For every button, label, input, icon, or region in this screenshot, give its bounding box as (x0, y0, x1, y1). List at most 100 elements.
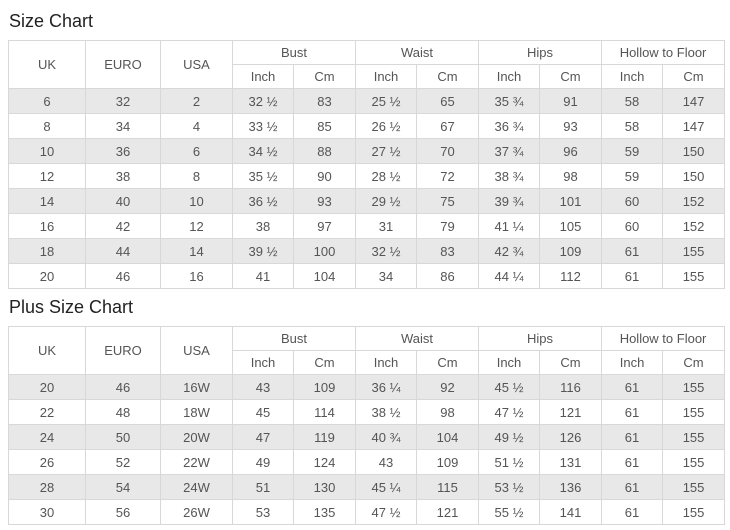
table-row: 16 42 12 38 97 31 79 41 ¼ 105 60 152 (8, 213, 726, 239)
cell: 26 ½ (355, 113, 418, 139)
table-row: 28 54 24W 51 130 45 ¼ 115 53 ½ 136 61 155 (8, 474, 726, 500)
table-row: 20 46 16 41 104 34 86 44 ¼ 112 61 155 (8, 263, 726, 289)
cell: 42 ¾ (478, 238, 541, 264)
cell: 124 (292, 449, 357, 475)
unit-header: Inch (355, 64, 418, 89)
cell: 26 (8, 449, 86, 475)
cell: 72 (416, 163, 480, 189)
unit-header: Cm (662, 350, 726, 375)
group-header: Waist (355, 326, 480, 351)
cell: 141 (539, 499, 603, 525)
cell: 100 (292, 238, 357, 264)
cell: 93 (292, 188, 357, 214)
cell: 152 (662, 213, 726, 239)
cell: 16 (160, 263, 233, 289)
cell: 155 (662, 424, 726, 450)
cell: 85 (292, 113, 357, 139)
cell: 45 ¼ (355, 474, 418, 500)
cell: 67 (416, 113, 480, 139)
cell: 32 ½ (355, 238, 418, 264)
cell: 70 (416, 138, 480, 164)
cell: 155 (662, 263, 726, 289)
cell: 155 (662, 399, 726, 425)
header-row-groups: UK EURO USA Bust Waist Hips Hollow to Floor (8, 40, 726, 89)
cell: 56 (85, 499, 161, 525)
cell: 88 (292, 138, 357, 164)
cell: 41 (232, 263, 294, 289)
cell: 150 (662, 163, 726, 189)
cell: 147 (662, 113, 726, 139)
cell: 53 ½ (478, 474, 541, 500)
group-header: Hips (478, 40, 603, 65)
cell: 61 (601, 499, 664, 525)
cell: 60 (601, 213, 664, 239)
cell: 119 (292, 424, 357, 450)
cell: 126 (539, 424, 603, 450)
cell: 61 (601, 424, 664, 450)
cell: 152 (662, 188, 726, 214)
cell: 46 (85, 263, 161, 289)
cell: 61 (601, 238, 664, 264)
unit-header: Cm (539, 64, 603, 89)
unit-header: Cm (416, 350, 480, 375)
cell: 12 (8, 163, 86, 189)
cell: 38 (232, 213, 294, 239)
cell: 51 ½ (478, 449, 541, 475)
cell: 50 (85, 424, 161, 450)
table-row: 14 40 10 36 ½ 93 29 ½ 75 39 ¾ 101 60 152 (8, 188, 726, 214)
cell: 37 ¾ (478, 138, 541, 164)
cell: 109 (539, 238, 603, 264)
unit-header: Cm (662, 64, 726, 89)
cell: 36 (85, 138, 161, 164)
cell: 34 ½ (232, 138, 294, 164)
unit-header: Inch (478, 350, 541, 375)
group-header: Hollow to Floor (601, 40, 726, 65)
cell: 98 (416, 399, 480, 425)
cell: 92 (416, 374, 480, 400)
cell: 31 (355, 213, 418, 239)
table-row: 22 48 18W 45 114 38 ½ 98 47 ½ 121 61 155 (8, 399, 726, 425)
cell: 36 ¼ (355, 374, 418, 400)
column-header: EURO (85, 326, 161, 375)
cell: 136 (539, 474, 603, 500)
table-row: 18 44 14 39 ½ 100 32 ½ 83 42 ¾ 109 61 155 (8, 238, 726, 264)
cell: 40 ¾ (355, 424, 418, 450)
column-header: UK (8, 40, 86, 89)
unit-header: Inch (478, 64, 541, 89)
cell: 155 (662, 374, 726, 400)
cell: 10 (8, 138, 86, 164)
cell: 38 ¾ (478, 163, 541, 189)
cell: 116 (539, 374, 603, 400)
cell: 6 (8, 88, 86, 114)
cell: 35 ½ (232, 163, 294, 189)
size-chart-page: Size Chart UK EURO USA Bust Waist Hips Hollow … (8, 10, 726, 525)
cell: 32 (85, 88, 161, 114)
cell: 43 (232, 374, 294, 400)
cell: 2 (160, 88, 233, 114)
cell: 24 (8, 424, 86, 450)
cell: 58 (601, 113, 664, 139)
cell: 135 (292, 499, 357, 525)
cell: 121 (416, 499, 480, 525)
cell: 16W (160, 374, 233, 400)
cell: 47 ½ (355, 499, 418, 525)
cell: 155 (662, 238, 726, 264)
cell: 28 ½ (355, 163, 418, 189)
cell: 109 (416, 449, 480, 475)
unit-header: Inch (601, 350, 664, 375)
cell: 34 (355, 263, 418, 289)
plus-size-chart-table: UK EURO USA Bust Waist Hips Hollow to Floor Inc… (8, 326, 726, 525)
cell: 147 (662, 88, 726, 114)
cell: 112 (539, 263, 603, 289)
table-row: 12 38 8 35 ½ 90 28 ½ 72 38 ¾ 98 59 150 (8, 163, 726, 189)
cell: 130 (292, 474, 357, 500)
cell: 45 ½ (478, 374, 541, 400)
cell: 90 (292, 163, 357, 189)
table-row: 8 34 4 33 ½ 85 26 ½ 67 36 ¾ 93 58 147 (8, 113, 726, 139)
cell: 14 (8, 188, 86, 214)
cell: 47 (232, 424, 294, 450)
cell: 40 (85, 188, 161, 214)
cell: 55 ½ (478, 499, 541, 525)
cell: 121 (539, 399, 603, 425)
unit-header: Cm (416, 64, 480, 89)
